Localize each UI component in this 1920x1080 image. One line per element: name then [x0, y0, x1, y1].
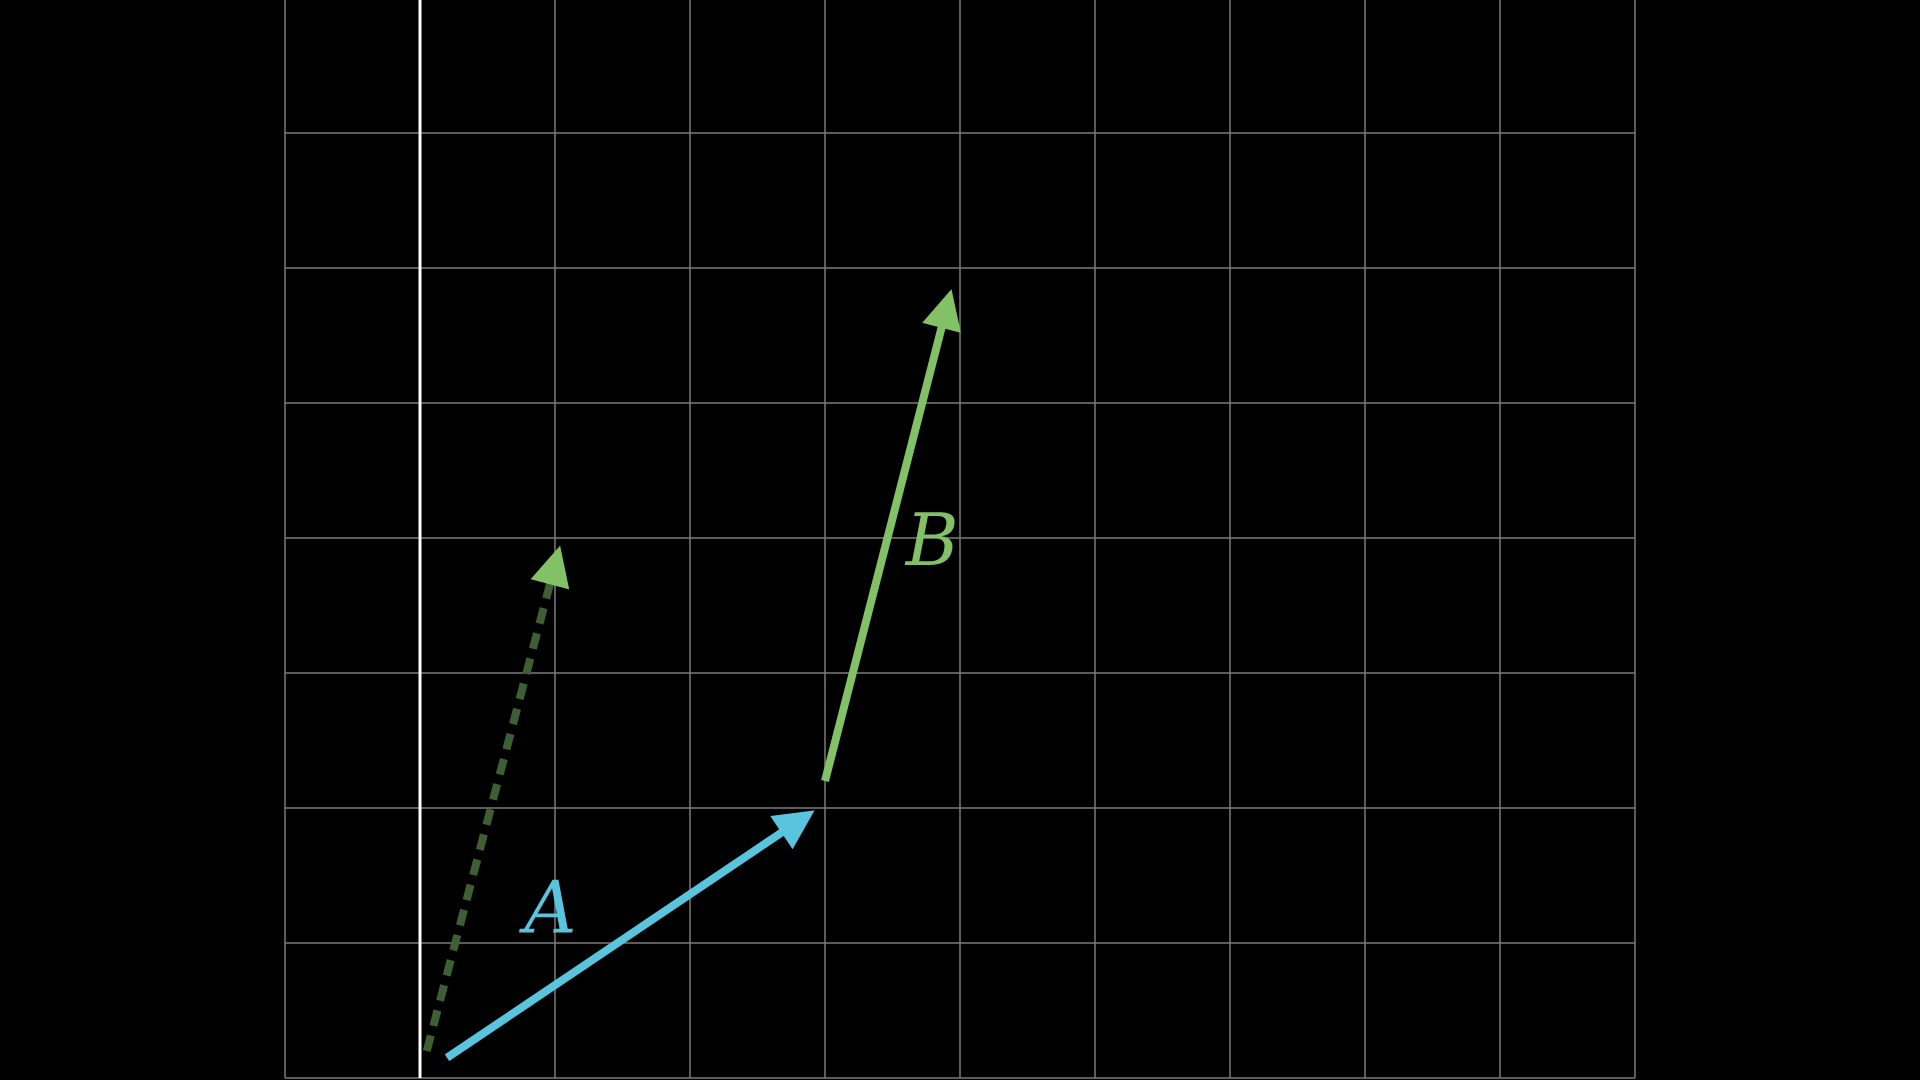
vector-b-label: B: [904, 498, 959, 582]
vector-a-label: A: [519, 866, 577, 950]
vector-a-arrow: [444, 810, 815, 1062]
vector-b-arrow: [821, 289, 961, 782]
grid: [284, 0, 1636, 1079]
vector-b-translated-dashed: [422, 545, 570, 1053]
